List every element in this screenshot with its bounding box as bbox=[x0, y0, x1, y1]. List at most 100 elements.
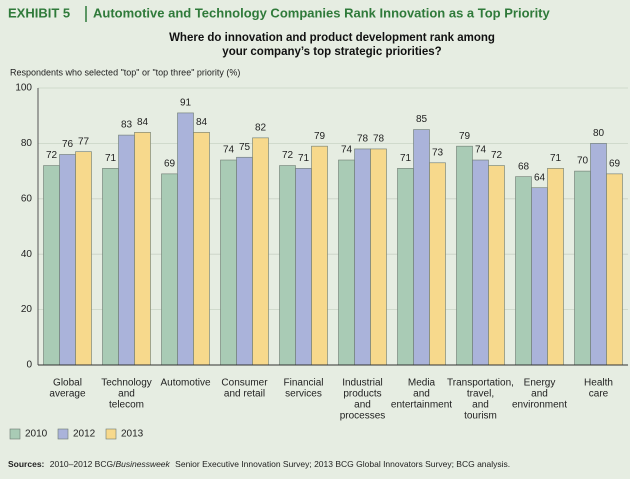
x-tick-label: travel, bbox=[467, 389, 494, 400]
value-label: 71 bbox=[550, 153, 562, 164]
y-tick-label: 80 bbox=[21, 138, 33, 149]
x-tick-label: Consumer bbox=[221, 378, 268, 389]
bar bbox=[193, 132, 210, 366]
x-tick-label: Energy bbox=[524, 378, 556, 389]
value-label: 74 bbox=[341, 145, 353, 156]
bar bbox=[606, 173, 623, 366]
y-tick-label: 100 bbox=[15, 83, 32, 94]
bar bbox=[574, 170, 591, 366]
x-tick-label: and retail bbox=[224, 389, 265, 400]
value-label: 78 bbox=[373, 134, 385, 145]
y-tick-label: 40 bbox=[21, 249, 33, 260]
bar bbox=[456, 145, 473, 366]
value-label: 74 bbox=[475, 145, 487, 156]
value-label: 72 bbox=[282, 150, 294, 161]
y-tick-label: 20 bbox=[21, 304, 33, 315]
value-label: 68 bbox=[518, 161, 530, 172]
value-label: 69 bbox=[609, 159, 621, 170]
value-label: 70 bbox=[577, 156, 589, 167]
x-tick-label: care bbox=[589, 389, 609, 400]
legend-label: 2012 bbox=[73, 429, 96, 440]
bar bbox=[311, 145, 328, 366]
subtitle: Where do innovation and product developm… bbox=[169, 32, 495, 44]
subtitle: your company’s top strategic priorities? bbox=[222, 46, 441, 58]
bar bbox=[102, 168, 119, 366]
value-label: 79 bbox=[459, 131, 471, 142]
chart-title: Automotive and Technology Companies Rank… bbox=[93, 5, 551, 20]
bar bbox=[75, 151, 92, 366]
x-tick-label: telecom bbox=[109, 400, 144, 411]
bar bbox=[338, 159, 355, 366]
legend-label: 2010 bbox=[25, 429, 48, 440]
x-tick-label: Media bbox=[408, 378, 436, 389]
source-text: 2010–2012 BCG/ bbox=[50, 459, 116, 469]
y-tick-label: 60 bbox=[21, 193, 33, 204]
x-tick-label: and bbox=[531, 389, 548, 400]
bar bbox=[397, 168, 414, 366]
y-axis-label: Respondents who selected "top" or "top t… bbox=[10, 67, 240, 77]
value-label: 64 bbox=[534, 172, 546, 183]
source-label: Sources: bbox=[8, 459, 45, 469]
bar bbox=[429, 162, 446, 366]
bar bbox=[547, 168, 564, 366]
bar bbox=[43, 165, 60, 366]
value-label: 73 bbox=[432, 147, 444, 158]
x-tick-label: and bbox=[118, 389, 135, 400]
bar bbox=[134, 132, 151, 366]
exhibit-label: EXHIBIT 5 bbox=[8, 5, 70, 20]
value-label: 91 bbox=[180, 98, 192, 109]
x-tick-label: entertainment bbox=[391, 400, 452, 411]
x-tick-label: Transportation, bbox=[447, 378, 514, 389]
value-label: 79 bbox=[314, 131, 326, 142]
bar bbox=[515, 176, 532, 366]
x-tick-label: processes bbox=[340, 411, 386, 422]
value-label: 76 bbox=[62, 139, 74, 150]
bar bbox=[118, 134, 135, 366]
value-label: 75 bbox=[239, 142, 251, 153]
value-label: 72 bbox=[491, 150, 503, 161]
y-tick-label: 0 bbox=[26, 360, 32, 371]
bar bbox=[236, 156, 253, 366]
x-tick-label: tourism bbox=[464, 411, 497, 422]
value-label: 77 bbox=[78, 136, 90, 147]
x-tick-label: and bbox=[472, 400, 489, 411]
x-tick-label: Automotive bbox=[160, 378, 210, 389]
value-label: 84 bbox=[196, 117, 208, 128]
value-label: 80 bbox=[593, 128, 605, 139]
source-text: Businessweek bbox=[115, 459, 170, 469]
value-label: 69 bbox=[164, 159, 176, 170]
legend-swatch bbox=[105, 428, 117, 440]
value-label: 85 bbox=[416, 114, 428, 125]
legend-swatch bbox=[57, 428, 69, 440]
value-label: 72 bbox=[46, 150, 58, 161]
value-label: 83 bbox=[121, 120, 133, 131]
bar bbox=[177, 112, 194, 366]
legend-swatch bbox=[9, 428, 21, 440]
value-label: 71 bbox=[105, 153, 117, 164]
value-label: 84 bbox=[137, 117, 149, 128]
value-label: 78 bbox=[357, 134, 369, 145]
x-tick-label: Global bbox=[53, 378, 82, 389]
x-tick-label: Financial bbox=[283, 378, 323, 389]
bar bbox=[488, 165, 505, 366]
source-text: Senior Executive Innovation Survey; 2013… bbox=[175, 459, 510, 469]
value-label: 82 bbox=[255, 123, 267, 134]
bar bbox=[161, 173, 178, 366]
value-label: 71 bbox=[400, 153, 412, 164]
x-tick-label: and bbox=[354, 400, 371, 411]
x-tick-label: Health bbox=[584, 378, 613, 389]
x-tick-label: Industrial bbox=[342, 378, 383, 389]
source: Sources: 2010–2012 BCG/Businessweek Seni… bbox=[8, 459, 510, 469]
bar bbox=[413, 129, 430, 366]
bar bbox=[354, 148, 371, 366]
bar bbox=[590, 143, 607, 366]
value-label: 74 bbox=[223, 145, 235, 156]
bar bbox=[472, 159, 489, 366]
x-tick-label: and bbox=[413, 389, 430, 400]
bar bbox=[295, 168, 312, 366]
x-tick-label: environment bbox=[512, 400, 567, 411]
bar bbox=[59, 154, 76, 366]
bar bbox=[220, 159, 237, 366]
bar bbox=[531, 187, 548, 366]
